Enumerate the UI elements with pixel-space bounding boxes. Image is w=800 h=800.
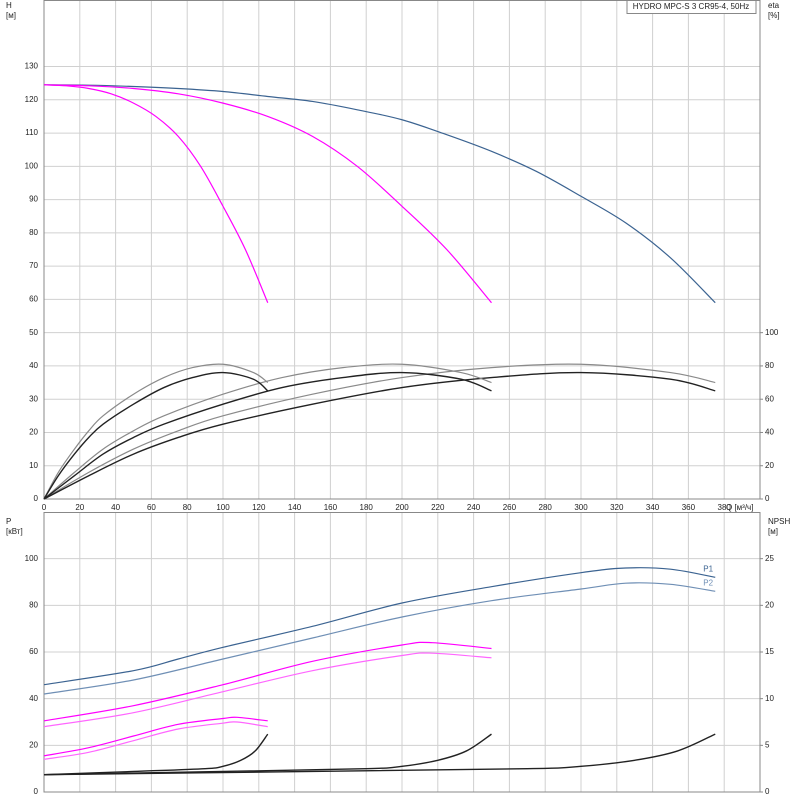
y-axis-label: H (6, 1, 12, 10)
y2-tick-label: 60 (765, 394, 774, 403)
y2-tick-label: 20 (765, 461, 774, 470)
series-line (43, 721, 268, 760)
series-line (43, 641, 492, 722)
y2-tick-label: 20 (765, 600, 774, 609)
y2-axis-label: [м] (768, 527, 778, 536)
x-tick-label: 160 (324, 503, 338, 512)
y2-tick-label: 80 (765, 361, 774, 370)
series-line (43, 733, 492, 776)
x-tick-label: 180 (360, 503, 374, 512)
series-line (43, 733, 269, 776)
y2-tick-label: 100 (765, 328, 779, 337)
series-line (43, 84, 716, 304)
series-line (43, 652, 492, 728)
series-line (43, 716, 268, 757)
series-line (43, 363, 716, 500)
x-axis-label: Q [м³/ч] (726, 503, 753, 512)
y-tick-label: 60 (29, 295, 38, 304)
x-tick-label: 80 (183, 503, 192, 512)
y-tick-label: 80 (29, 600, 38, 609)
y2-axis-label: NPSH (768, 517, 790, 526)
x-tick-label: 300 (574, 503, 588, 512)
y2-tick-label: 40 (765, 428, 774, 437)
y2-tick-label: 5 (765, 740, 770, 749)
y-tick-label: 110 (25, 128, 38, 137)
title-box (626, 0, 757, 14)
x-tick-label: 120 (252, 503, 266, 512)
y-tick-label: 20 (29, 740, 38, 749)
series-line (43, 371, 269, 500)
y-tick-label: 130 (25, 62, 39, 71)
series-label: P1 (703, 564, 713, 573)
y-tick-label: 50 (29, 328, 38, 337)
series-line (43, 733, 716, 776)
series-line (43, 363, 492, 500)
x-tick-label: 20 (75, 503, 84, 512)
y-axis-label: [кВт] (6, 527, 23, 536)
y-axis-label: P (6, 517, 11, 526)
x-tick-label: 60 (147, 503, 156, 512)
x-tick-label: 100 (216, 503, 230, 512)
y2-tick-label: 0 (765, 494, 770, 503)
series-label: P2 (703, 578, 713, 587)
y-tick-label: 20 (29, 428, 38, 437)
x-tick-label: 0 (42, 503, 47, 512)
series-line (43, 363, 269, 500)
x-tick-label: 280 (539, 503, 553, 512)
x-tick-label: 260 (503, 503, 517, 512)
y-tick-label: 0 (34, 494, 39, 503)
x-tick-label: 40 (111, 503, 120, 512)
x-tick-label: 200 (395, 503, 409, 512)
y-tick-label: 70 (29, 261, 38, 270)
x-tick-label: 360 (682, 503, 696, 512)
y-tick-label: 100 (25, 554, 39, 563)
y-tick-label: 40 (29, 694, 38, 703)
y2-axis-label: eta (768, 1, 780, 10)
x-tick-label: 240 (467, 503, 481, 512)
x-tick-label: 380 (718, 503, 732, 512)
plot-frame (43, 512, 761, 793)
series-line (43, 371, 716, 500)
y-tick-label: 120 (25, 95, 39, 104)
y2-axis-label: [%] (768, 11, 780, 20)
y-tick-label: 80 (29, 228, 38, 237)
y-tick-label: 30 (29, 394, 38, 403)
y2-tick-label: 15 (765, 647, 774, 656)
series-line (43, 371, 492, 500)
series-line (43, 84, 492, 304)
y2-tick-label: 0 (765, 787, 770, 796)
series-line (43, 582, 716, 695)
y2-tick-label: 25 (765, 554, 774, 563)
y-axis-label: [м] (6, 11, 16, 20)
y-tick-label: 0 (34, 787, 39, 796)
x-tick-label: 140 (288, 503, 302, 512)
y-tick-label: 40 (29, 361, 38, 370)
series-line (43, 84, 269, 303)
y-tick-label: 10 (29, 461, 38, 470)
x-tick-label: 220 (431, 503, 445, 512)
plot-frame (43, 0, 761, 500)
x-tick-label: 320 (610, 503, 624, 512)
x-tick-label: 340 (646, 503, 660, 512)
y-tick-label: 60 (29, 647, 38, 656)
y-tick-label: 90 (29, 195, 38, 204)
y-tick-label: 100 (25, 161, 39, 170)
y2-tick-label: 10 (765, 694, 774, 703)
chart-title: HYDRO MPC-S 3 CR95-4, 50Hz (633, 2, 749, 11)
series-line (43, 567, 716, 686)
